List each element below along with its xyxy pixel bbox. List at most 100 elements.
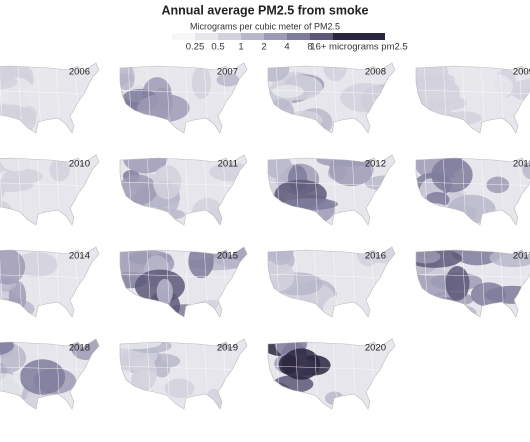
smoke-area [15,252,59,278]
legend-label: 2 [261,42,266,53]
state-border [0,181,99,187]
smoke-area [49,158,70,182]
smoke-area [286,213,313,225]
smoke-area [268,155,292,179]
smoke-area [272,84,304,98]
smoke-area [268,63,290,82]
map-panel: 2011 [119,154,248,226]
smoke-area [417,203,450,219]
map-panel: 2014 [0,246,100,318]
smoke-area [340,82,392,113]
map-panel: 2006 [0,62,100,134]
smoke-layer [120,63,247,133]
smoke-area [268,298,300,316]
state-border [268,365,395,371]
smoke-area [120,63,135,91]
smoke-area [268,260,295,292]
legend-swatch [172,33,195,40]
year-label: 2007 [217,67,238,78]
year-label: 2010 [69,159,90,170]
year-label: 2009 [513,67,530,78]
smoke-area [322,294,359,317]
smoke-area [120,396,140,409]
year-label: 2006 [69,67,90,78]
smoke-area [153,165,182,200]
smoke-area [0,155,34,172]
map-panel: 2008 [267,62,396,134]
smoke-area [378,375,395,409]
state-border [0,365,99,371]
smoke-area [192,299,230,317]
year-label: 2011 [218,159,238,170]
smoke-area [356,247,380,267]
map-panel: 2020 [267,338,396,410]
state-border [120,273,247,279]
map-panel: 2017 [415,246,530,318]
figure-title: Annual average PM2.5 from smoke [161,3,368,17]
smoke-area [422,303,477,317]
smoke-area [474,73,514,100]
smoke-area [216,73,240,87]
legend-label: 16+ micrograms pm2.5 [310,42,407,53]
smoke-area [133,356,157,391]
map-panel: 2012 [267,154,396,226]
map-grid: 2006 2007 2008 2009 2010 2011 2012 2013 2014 2015… [0,62,530,410]
smoke-area [0,177,34,192]
state-border [120,365,247,371]
smoke-area [0,114,12,133]
smoke-area [486,176,510,194]
legend-label: 1 [238,42,243,53]
smoke-area [268,294,301,311]
smoke-area [416,249,441,264]
smoke-area [430,297,463,317]
state-border [0,273,99,279]
legend: 0.25 0.5 1 2 4 816+ micrograms pm2.5 [172,33,408,53]
smoke-area [268,99,295,127]
state-border [416,273,530,279]
smoke-area [120,174,158,206]
legend-swatch [310,33,333,40]
legend-label: 4 [284,42,289,53]
legend-title: Micrograms per cubic meter of PM2.5 [190,21,340,31]
smoke-area [470,282,506,307]
year-label: 2013 [513,159,530,170]
legend-label: 0.5 [211,42,224,53]
map-panel: 2009 [415,62,530,134]
map-panel: 2018 [0,338,100,410]
legend-swatch [241,33,264,40]
smoke-area [282,198,338,211]
year-label: 2017 [513,251,530,262]
map-panel: 2007 [119,62,248,134]
smoke-area [268,117,296,133]
map-panel: 2013 [415,154,530,226]
legend-swatch [195,33,218,40]
smoke-area [281,348,321,380]
legend-swatch [333,33,385,40]
smoke-area [164,378,195,399]
map-panel: 2016 [267,246,396,318]
state-border [268,181,395,187]
year-label: 2015 [217,251,238,262]
smoke-area [431,157,473,193]
smoke-area [445,266,470,301]
legend-swatch [264,33,287,40]
smoke-area [191,65,212,99]
state-border [120,89,247,95]
state-border [268,89,395,95]
state-border [120,181,247,187]
map-panel: 2010 [0,154,100,226]
smoke-area [215,299,247,317]
state-border [416,181,530,187]
smoke-area [365,175,395,191]
smoke-area [136,63,181,81]
legend-swatch [218,33,241,40]
state-border [0,89,99,95]
year-label: 2018 [69,343,90,354]
legend-swatch [287,33,310,40]
smoke-area [0,74,18,90]
state-border [416,89,530,95]
smoke-area [325,391,344,405]
smoke-area [156,278,173,305]
legend-label: 0.25 [186,42,205,53]
